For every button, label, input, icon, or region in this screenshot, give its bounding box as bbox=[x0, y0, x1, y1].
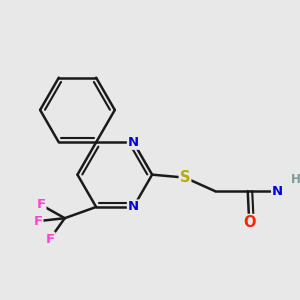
Text: F: F bbox=[36, 198, 45, 211]
Text: F: F bbox=[45, 232, 54, 246]
Text: F: F bbox=[33, 215, 42, 228]
Text: S: S bbox=[180, 170, 190, 185]
Text: N: N bbox=[128, 200, 139, 214]
Text: N: N bbox=[272, 184, 283, 198]
Text: H: H bbox=[291, 172, 300, 186]
Text: N: N bbox=[128, 136, 139, 149]
Text: O: O bbox=[243, 215, 256, 230]
